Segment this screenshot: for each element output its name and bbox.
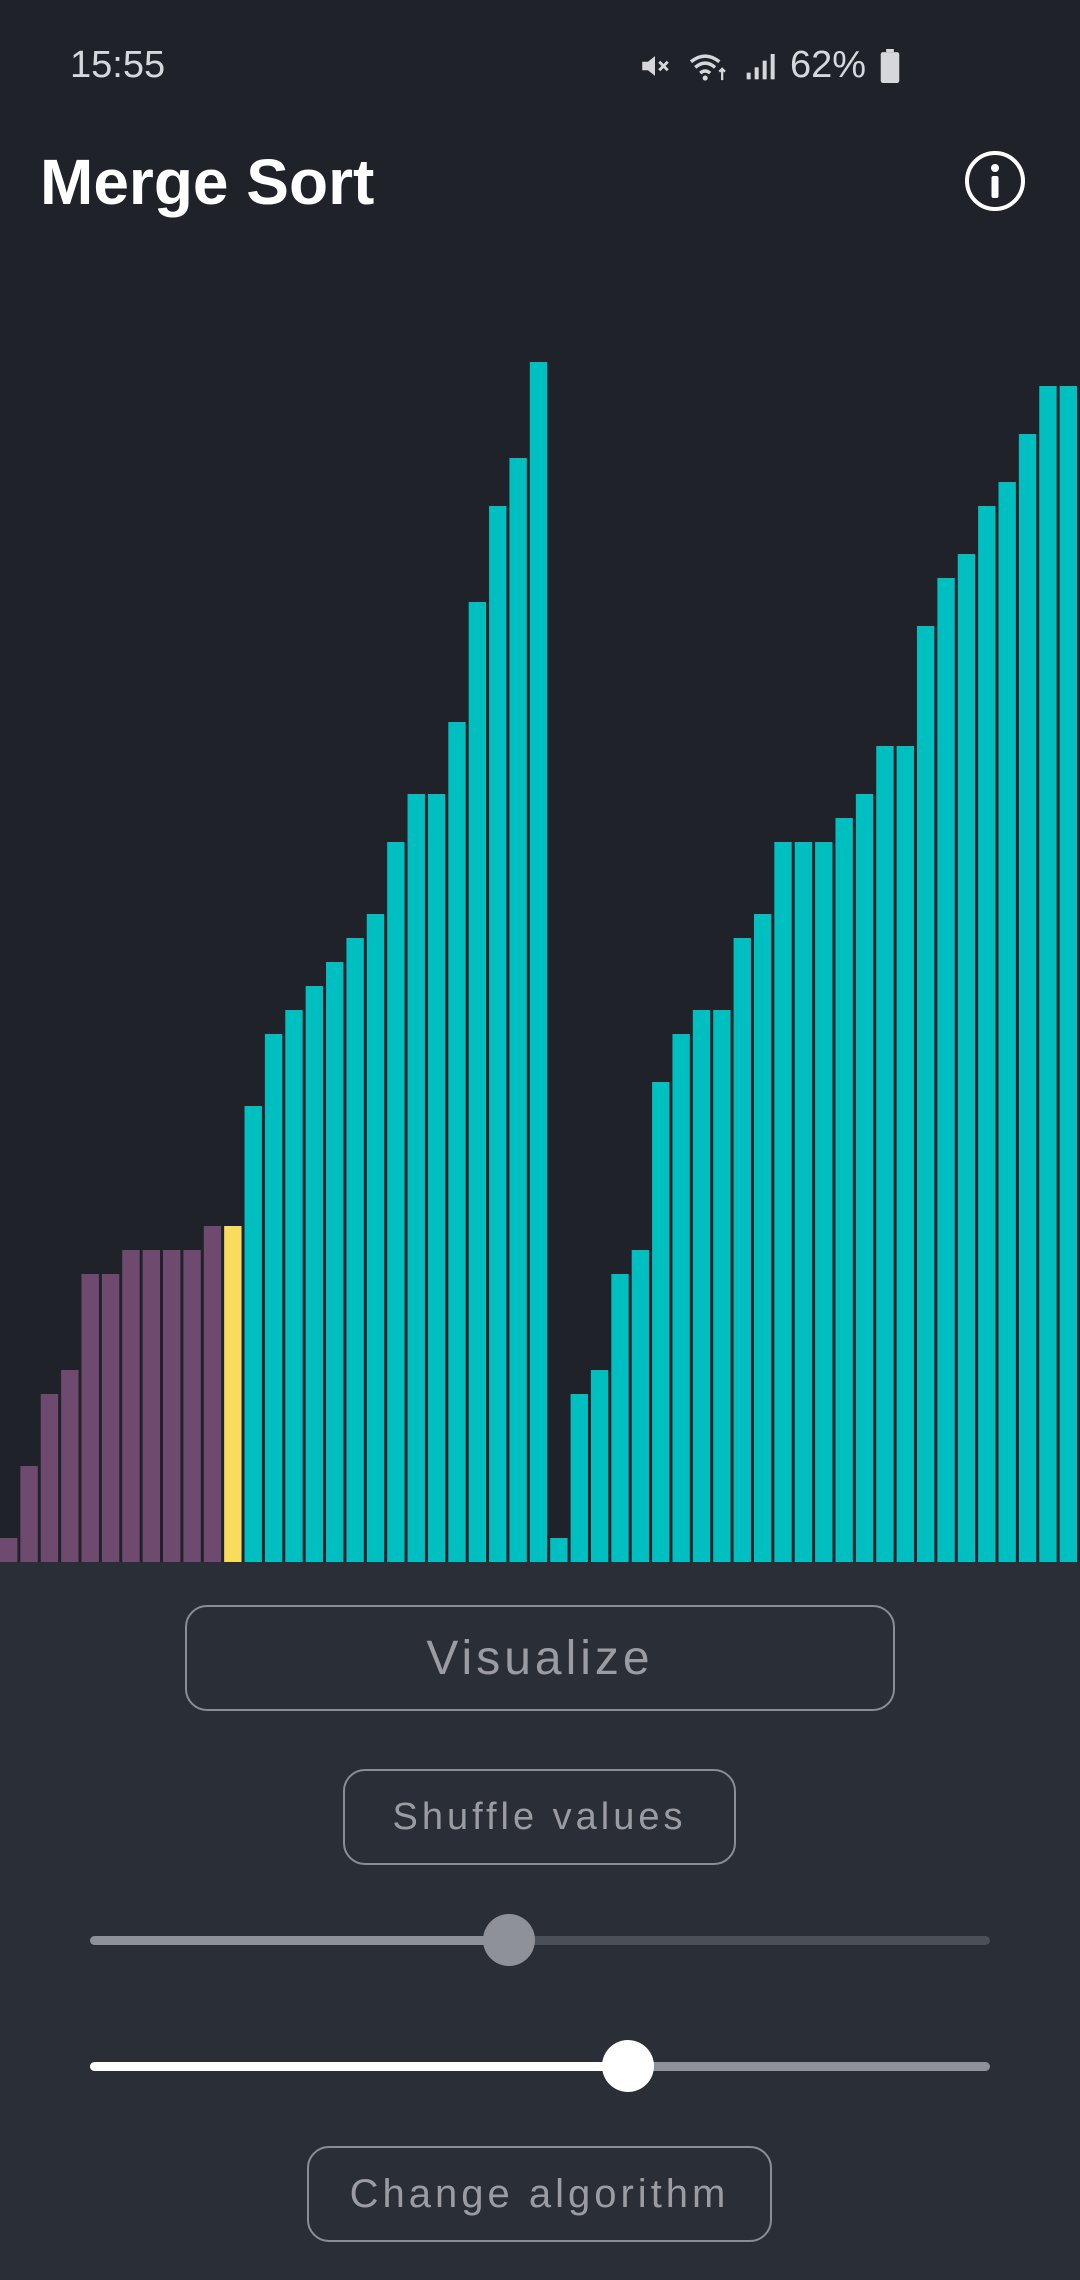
bar [163, 1250, 181, 1562]
bar [672, 1034, 690, 1562]
bar [855, 794, 874, 1562]
status-icons: 62% [638, 44, 900, 87]
bar [101, 1274, 120, 1562]
bar [81, 1274, 99, 1562]
bar [203, 1226, 222, 1562]
slider-thumb[interactable] [482, 1914, 535, 1966]
bar [529, 362, 548, 1562]
bar [509, 458, 527, 1562]
battery-text: 62% [789, 44, 866, 86]
bar [427, 794, 446, 1562]
bar [387, 842, 405, 1562]
bar [652, 1082, 670, 1562]
bar [815, 842, 833, 1562]
bar [713, 1010, 731, 1562]
bar [326, 962, 344, 1562]
signal-icon [744, 49, 776, 83]
speed-slider[interactable] [90, 1910, 990, 1970]
bar [570, 1394, 588, 1562]
bar [774, 842, 792, 1562]
bar [489, 506, 507, 1562]
bar [835, 818, 853, 1562]
bar [142, 1250, 161, 1562]
bar [896, 746, 914, 1562]
visualize-button[interactable]: Visualize [185, 1605, 895, 1711]
bar [1039, 386, 1057, 1562]
info-icon [965, 151, 1025, 211]
bar [733, 938, 751, 1562]
slider-thumb[interactable] [602, 2040, 655, 2092]
status-bar: 15:55 [0, 0, 1080, 140]
bar [1059, 386, 1077, 1562]
slider-fill [90, 1936, 509, 1945]
bar [244, 1106, 262, 1562]
bar [550, 1538, 568, 1562]
bar [20, 1466, 38, 1562]
bar [366, 914, 385, 1562]
sort-bar-chart [0, 362, 1077, 1562]
bar [224, 1226, 242, 1562]
bar [631, 1250, 650, 1562]
mute-icon [638, 49, 672, 83]
bar [122, 1250, 140, 1562]
status-time: 15:55 [70, 44, 166, 86]
size-slider[interactable] [90, 2036, 990, 2096]
bar [876, 746, 894, 1562]
battery-icon [880, 48, 900, 83]
bar [957, 554, 976, 1562]
bar [1018, 434, 1037, 1562]
bar [692, 1010, 711, 1562]
slider-track [90, 1936, 990, 1945]
bar [916, 626, 935, 1562]
bar [40, 1394, 59, 1562]
bar [285, 1010, 303, 1562]
controls-panel: Visualize Shuffle values Change algorith… [0, 1562, 1080, 2280]
wifi-icon [686, 49, 730, 83]
bar [407, 794, 425, 1562]
bar [794, 842, 813, 1562]
bar [346, 938, 364, 1562]
bar [753, 914, 772, 1562]
bar [183, 1250, 201, 1562]
page-title: Merge Sort [40, 146, 375, 218]
bar [468, 602, 487, 1562]
bar [978, 506, 996, 1562]
bar [998, 482, 1016, 1562]
bar [611, 1274, 629, 1562]
bar [305, 986, 324, 1562]
bar [448, 722, 466, 1562]
bar [61, 1370, 79, 1562]
bar [590, 1370, 609, 1562]
info-button[interactable] [964, 150, 1026, 212]
bar [264, 1034, 283, 1562]
shuffle-button[interactable]: Shuffle values [343, 1769, 736, 1865]
slider-fill [90, 2062, 629, 2071]
bar [0, 1538, 18, 1562]
change-algorithm-button[interactable]: Change algorithm [307, 2146, 772, 2242]
bar [937, 578, 955, 1562]
